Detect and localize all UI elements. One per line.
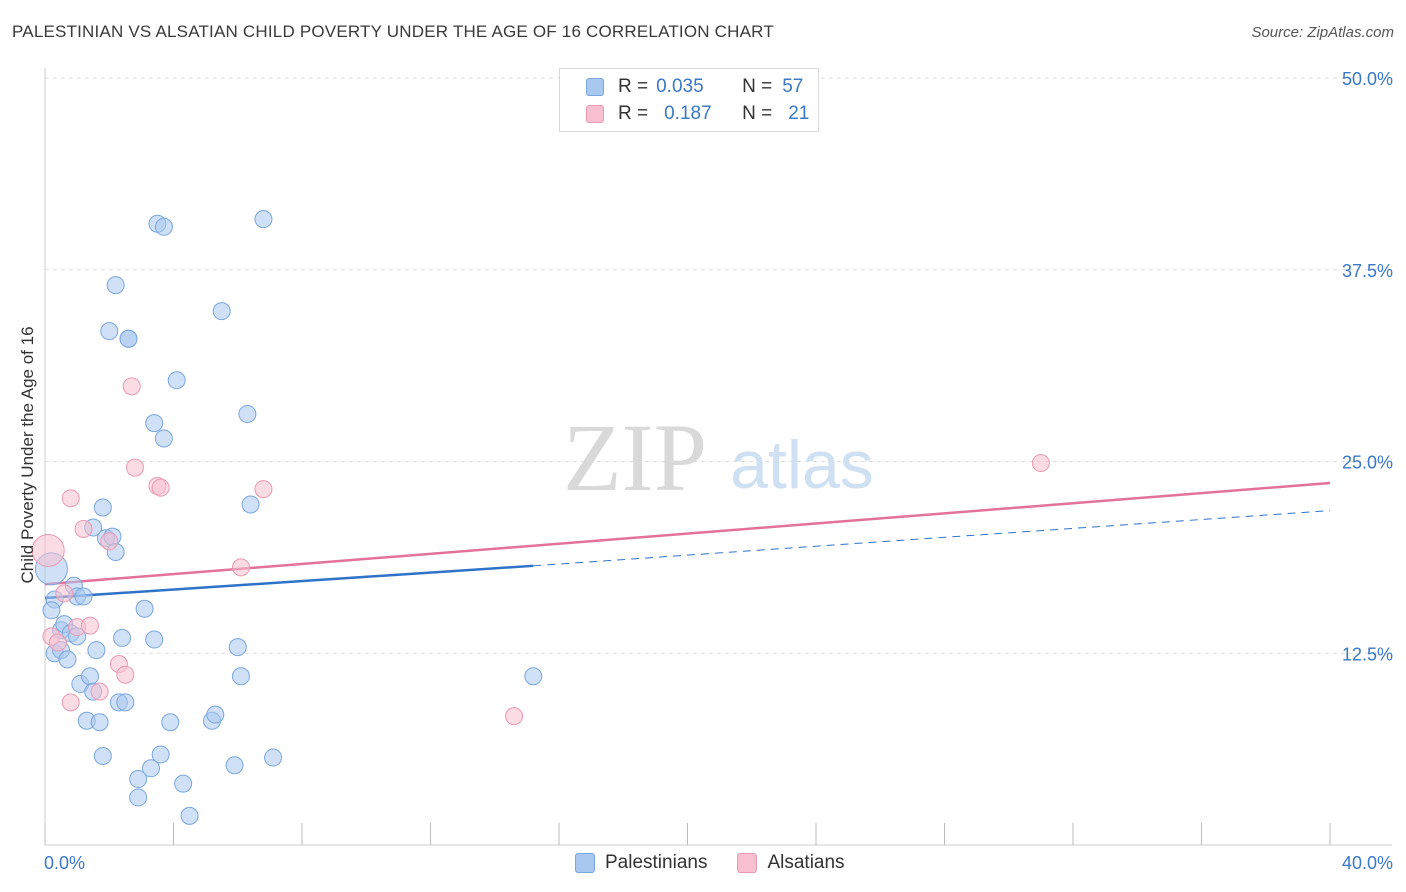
alsatians-trend-line bbox=[44, 481, 1331, 586]
palestinian-point bbox=[116, 693, 135, 712]
alsatian-point bbox=[151, 478, 170, 497]
palestinian-point bbox=[129, 770, 148, 789]
palestinian-point bbox=[74, 587, 93, 606]
palestinian-point bbox=[129, 788, 148, 807]
alsatian-point bbox=[125, 458, 144, 477]
watermark: ZIP atlas bbox=[563, 404, 874, 511]
axes bbox=[44, 68, 1392, 846]
palestinian-point bbox=[42, 601, 61, 620]
series-legend: Palestinians Alsatians bbox=[575, 852, 875, 874]
palestinian-point bbox=[100, 322, 119, 341]
palestinian-point bbox=[225, 756, 244, 775]
palestinian-point bbox=[241, 495, 260, 514]
legend-n-value: 57 bbox=[782, 76, 804, 97]
alsatian-point bbox=[74, 519, 93, 538]
legend-item-palestinians: Palestinians bbox=[575, 852, 707, 874]
palestinian-point bbox=[93, 498, 112, 517]
palestinian-point bbox=[113, 628, 132, 647]
palestinian-point bbox=[142, 759, 161, 778]
data-points bbox=[31, 210, 1050, 825]
palestinian-point bbox=[524, 667, 543, 686]
y-tick-label: 12.5% bbox=[1342, 644, 1393, 664]
alsatians-legend-label: Alsatians bbox=[767, 852, 845, 873]
palestinian-point bbox=[58, 650, 77, 669]
watermark-zip: ZIP bbox=[563, 404, 707, 511]
palestinian-point bbox=[161, 713, 180, 732]
palestinian-point bbox=[145, 414, 164, 433]
palestinian-point bbox=[212, 302, 231, 321]
palestinian-point bbox=[154, 217, 173, 236]
alsatians-legend-swatch bbox=[737, 853, 758, 873]
palestinian-point bbox=[264, 748, 283, 767]
legend-row-alsatians: R = 0.187 N = 21 bbox=[586, 102, 809, 126]
palestinians-swatch bbox=[586, 78, 604, 96]
source-label: Source: ZipAtlas.com bbox=[1251, 24, 1394, 41]
alsatian-point bbox=[1031, 454, 1050, 473]
palestinians-legend-swatch bbox=[575, 853, 595, 873]
legend-n-label: N = bbox=[742, 103, 773, 124]
palestinians-legend-label: Palestinians bbox=[605, 852, 708, 873]
watermark-atlas: atlas bbox=[730, 427, 874, 503]
palestinian-point bbox=[151, 745, 170, 764]
alsatian-point bbox=[116, 665, 135, 684]
legend-r-label: R = bbox=[618, 103, 649, 124]
alsatians-swatch bbox=[586, 105, 604, 123]
palestinian-point bbox=[180, 806, 199, 825]
chart-title: PALESTINIAN VS ALSATIAN CHILD POVERTY UN… bbox=[12, 22, 774, 41]
alsatian-point bbox=[122, 377, 141, 396]
palestinian-point bbox=[206, 705, 225, 724]
alsatian-point bbox=[61, 489, 80, 508]
palestinian-point bbox=[87, 641, 106, 660]
palestinian-point bbox=[231, 667, 250, 686]
palestinians-trend-extension bbox=[533, 510, 1331, 567]
palestinian-point bbox=[238, 404, 257, 423]
palestinian-point bbox=[93, 747, 112, 766]
palestinian-point bbox=[80, 667, 99, 686]
alsatian-point bbox=[48, 633, 67, 652]
legend-r-label: R = bbox=[618, 76, 649, 97]
tick-labels: 12.5% 25.0% 37.5% 50.0% 0.0% 40.0% bbox=[44, 69, 1393, 873]
alsatian-point bbox=[231, 558, 250, 577]
legend-r-value: 0.187 bbox=[664, 103, 712, 124]
legend-r-value: 0.035 bbox=[656, 76, 704, 97]
y-tick-label: 37.5% bbox=[1342, 261, 1393, 281]
alsatian-point bbox=[90, 682, 109, 701]
correlation-legend: R = 0.035 N = 57 R = 0.187 N = 21 bbox=[559, 68, 819, 132]
alsatian-point bbox=[55, 584, 74, 603]
alsatian-point bbox=[31, 533, 65, 567]
legend-n-value: 21 bbox=[788, 103, 810, 124]
palestinian-point bbox=[174, 774, 193, 793]
alsatian-point bbox=[505, 707, 524, 726]
palestinian-point bbox=[106, 276, 125, 295]
palestinian-point bbox=[90, 713, 109, 732]
alsatian-point bbox=[61, 693, 80, 712]
palestinian-point bbox=[167, 371, 186, 390]
trend-lines bbox=[44, 481, 1331, 600]
y-tick-label: 25.0% bbox=[1342, 453, 1393, 473]
palestinian-point bbox=[228, 638, 247, 657]
gridlines bbox=[45, 77, 1392, 654]
legend-n-label: N = bbox=[742, 76, 773, 97]
legend-item-alsatians: Alsatians bbox=[737, 852, 845, 874]
legend-row-palestinians: R = 0.035 N = 57 bbox=[586, 75, 803, 99]
palestinian-point bbox=[254, 210, 273, 229]
palestinians-trend-line bbox=[44, 564, 534, 600]
palestinian-point bbox=[135, 599, 154, 618]
palestinian-point bbox=[119, 329, 138, 348]
alsatian-point bbox=[80, 616, 99, 635]
y-axis-label: Child Poverty Under the Age of 16 bbox=[18, 326, 37, 583]
alsatian-point bbox=[254, 480, 273, 499]
x-tick-label: 0.0% bbox=[44, 853, 85, 873]
palestinian-point bbox=[154, 429, 173, 448]
x-tick-label: 40.0% bbox=[1342, 853, 1393, 873]
palestinian-point bbox=[145, 630, 164, 649]
y-tick-label: 50.0% bbox=[1342, 69, 1393, 89]
alsatian-point bbox=[100, 532, 119, 551]
